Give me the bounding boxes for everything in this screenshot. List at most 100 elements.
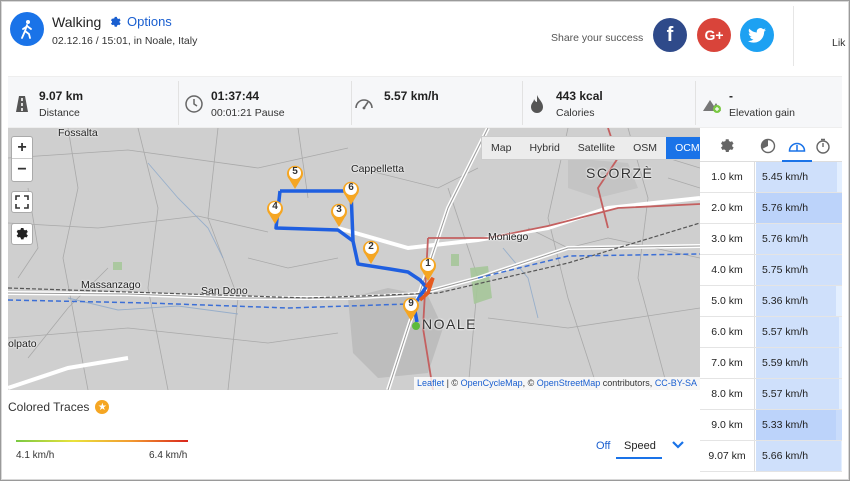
split-speed-value: 5.36 km/h	[762, 295, 809, 307]
route-marker[interactable]: 3	[329, 202, 349, 228]
split-speed-value: 5.75 km/h	[762, 264, 809, 276]
leaflet-link[interactable]: Leaflet	[417, 378, 445, 388]
license-link[interactable]: CC-BY-SA	[654, 378, 697, 388]
gear-icon	[16, 228, 28, 240]
layer-map[interactable]: Map	[491, 142, 512, 154]
gear-icon	[721, 139, 734, 152]
split-speed-bar	[756, 255, 842, 285]
place-label-olpato: olpato	[8, 338, 37, 350]
route-marker[interactable]: 9	[401, 296, 421, 322]
twitter-icon	[748, 27, 766, 43]
split-row[interactable]: 9.0 km 5.33 km/h	[700, 410, 842, 441]
pace-tab[interactable]	[757, 135, 779, 157]
split-row[interactable]: 2.0 km 5.76 km/h	[700, 193, 842, 224]
map-pin-icon	[343, 181, 359, 205]
split-speed: 5.57 km/h	[756, 379, 842, 409]
split-distance: 3.0 km	[700, 224, 755, 254]
split-row[interactable]: 7.0 km 5.59 km/h	[700, 348, 842, 379]
map-layer-switcher: Map Hybrid Satellite OSM OCM	[481, 136, 700, 160]
traces-metric-select[interactable]: Speed	[616, 437, 662, 459]
map-pin-icon	[287, 165, 303, 189]
fullscreen-icon	[15, 195, 29, 209]
gear-icon	[110, 16, 121, 27]
route-marker[interactable]: 1	[418, 256, 438, 282]
split-row[interactable]: 6.0 km 5.57 km/h	[700, 317, 842, 348]
attribution-text: contributors,	[600, 378, 655, 388]
split-distance: 4.0 km	[700, 255, 755, 285]
split-speed-bar	[756, 348, 839, 378]
speed-gradient-legend	[16, 440, 188, 442]
pie-chart-icon	[760, 138, 776, 154]
split-speed-value: 5.57 km/h	[762, 388, 809, 400]
zoom-out-button[interactable]: −	[17, 161, 27, 178]
split-speed-value: 5.59 km/h	[762, 357, 809, 369]
like-button-partial[interactable]: Lik	[832, 37, 846, 49]
facebook-share-button[interactable]: f	[653, 18, 687, 52]
splits-panel: 1.0 km 5.45 km/h 2.0 km 5.76 km/h 3.0 km 5.76…	[700, 128, 842, 473]
route-marker[interactable]: 4	[265, 199, 285, 225]
traces-off-option[interactable]: Off	[596, 440, 611, 452]
twitter-share-button[interactable]	[740, 18, 774, 52]
split-row[interactable]: 9.07 km 5.66 km/h	[700, 441, 842, 472]
facebook-icon: f	[666, 23, 674, 46]
stat-speed: 5.57 km/h	[352, 77, 522, 129]
split-speed-value: 5.33 km/h	[762, 419, 809, 431]
layer-hybrid[interactable]: Hybrid	[529, 142, 560, 154]
split-row[interactable]: 1.0 km 5.45 km/h	[700, 162, 842, 193]
googleplus-icon: G+	[704, 27, 724, 43]
opencyclemap-link[interactable]: OpenCycleMap	[460, 378, 523, 388]
header-divider	[793, 6, 794, 66]
split-speed-bar	[756, 162, 837, 192]
route-marker[interactable]: 6	[341, 180, 361, 206]
split-row[interactable]: 3.0 km 5.76 km/h	[700, 224, 842, 255]
layer-osm[interactable]: OSM	[633, 142, 658, 154]
openstreetmap-link[interactable]: OpenStreetMap	[536, 378, 601, 388]
stat-distance: 9.07 km Distance	[8, 77, 178, 129]
stat-label: Elevation gain	[729, 107, 795, 119]
gradient-max-label: 6.4 km/h	[149, 450, 188, 461]
map-settings-button[interactable]	[11, 223, 33, 245]
speed-tab[interactable]	[782, 135, 812, 162]
route-marker-label: 6	[348, 182, 354, 193]
place-label-cappelletta: Cappelletta	[351, 163, 405, 175]
time-tab[interactable]	[812, 135, 834, 157]
activity-datetime-location: 02.12.16 / 15:01, in Noale, Italy	[52, 35, 198, 47]
layer-ocm[interactable]: OCM	[666, 137, 700, 159]
route-marker-label: 1	[425, 258, 431, 269]
route-map[interactable]: Fossalta Cappelletta SCORZÈ Moniego Mass…	[8, 128, 700, 390]
options-link[interactable]: Options	[109, 14, 172, 29]
split-speed-bar	[756, 193, 842, 223]
place-label-san-dono: San Dono	[201, 285, 248, 297]
clock-icon	[185, 95, 203, 113]
activity-title: Walking	[52, 14, 102, 30]
splits-settings-tab[interactable]	[716, 135, 738, 157]
split-speed: 5.45 km/h	[756, 162, 842, 192]
route-marker[interactable]: 2	[361, 239, 381, 265]
speedometer-icon	[355, 99, 373, 110]
stat-divider	[351, 81, 352, 125]
stat-divider	[695, 81, 696, 125]
split-distance: 6.0 km	[700, 317, 755, 347]
chevron-down-icon[interactable]	[670, 437, 686, 453]
place-label-massanzago: Massanzago	[81, 279, 141, 291]
route-marker[interactable]: 5	[285, 164, 305, 190]
attribution-text: | ©	[444, 378, 461, 388]
route-marker-label: 5	[292, 166, 298, 177]
stat-label: 00:01:21 Pause	[211, 107, 285, 119]
split-speed-bar	[756, 379, 839, 409]
stat-label: Distance	[39, 107, 80, 119]
split-speed-value: 5.76 km/h	[762, 233, 809, 245]
split-row[interactable]: 4.0 km 5.75 km/h	[700, 255, 842, 286]
fullscreen-button[interactable]	[11, 191, 33, 213]
split-row[interactable]: 8.0 km 5.57 km/h	[700, 379, 842, 410]
stat-value: -	[729, 89, 733, 103]
route-marker-label: 3	[336, 204, 342, 215]
speedometer-icon	[788, 142, 806, 152]
layer-satellite[interactable]: Satellite	[577, 142, 616, 154]
place-label-noale: NOALE	[422, 316, 477, 332]
place-label-scorze: SCORZÈ	[586, 165, 654, 181]
zoom-in-button[interactable]: +	[12, 137, 32, 159]
split-row[interactable]: 5.0 km 5.36 km/h	[700, 286, 842, 317]
stopwatch-icon	[816, 138, 830, 154]
googleplus-share-button[interactable]: G+	[697, 18, 731, 52]
